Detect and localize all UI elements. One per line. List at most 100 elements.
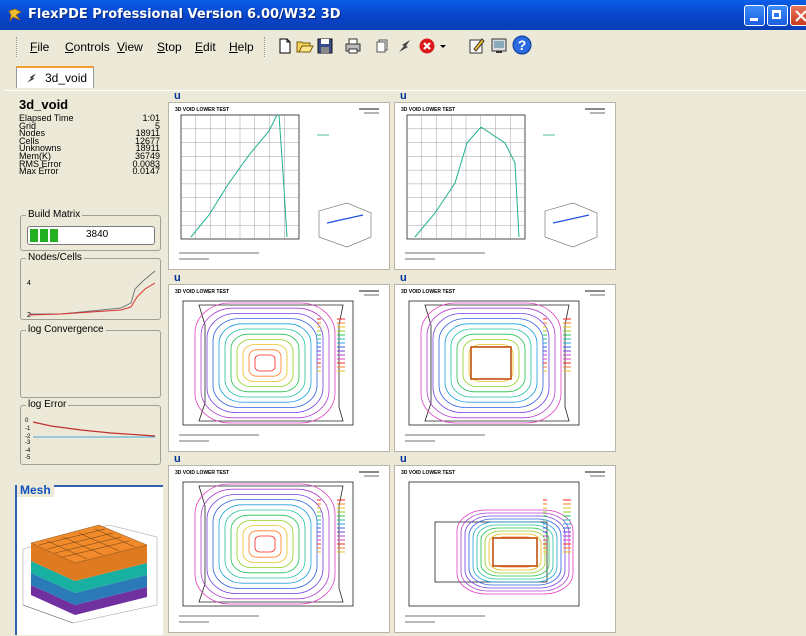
build-matrix-value: 3840 [86,229,109,240]
plot-title: 3D VOID LOWER TEST [401,107,456,113]
plot-graphic [405,290,605,442]
plot-title: 3D VOID LOWER TEST [175,470,230,476]
status-row: Mem(K) 36749 [19,150,160,161]
convergence-panel: log Convergence [20,324,161,398]
plot-panel[interactable]: 3D VOID LOWER TEST [394,284,616,452]
print-icon[interactable] [344,37,362,55]
svg-text:4: 4 [27,280,31,287]
plot-panel[interactable]: 3D VOID LOWER TEST [394,102,616,270]
menu-controls[interactable]: Controls [65,40,110,54]
error-graph: 0 -1 -2 -3 -4 -5 [25,418,156,461]
svg-text:-1: -1 [25,426,31,432]
svg-text:-5: -5 [25,455,31,461]
mesh-panel: Mesh [15,483,163,635]
nodes-cells-graph: 4 2 [27,270,156,319]
menu-grip[interactable] [16,37,20,57]
error-label: log Error [26,399,69,410]
plot-variable-label: u [174,272,181,284]
plot-graphic [405,108,605,260]
build-matrix-progress: 3840 [27,226,155,245]
status-value: 1:01 [142,113,160,123]
svg-text:2: 2 [27,312,31,319]
status-row: Nodes 18911 [19,128,160,139]
save-icon[interactable] [316,37,334,55]
run-icon[interactable] [396,37,414,55]
menu-help[interactable]: Help [229,40,254,54]
menu-file[interactable]: File [30,40,50,54]
status-label: Nodes [19,128,46,139]
status-row: Grid 5 [19,120,160,131]
maximize-button[interactable] [767,5,788,26]
run-icon [27,73,36,83]
status-value: 12677 [134,135,160,146]
plot-title: 3D VOID LOWER TEST [175,289,230,295]
mesh-3d-view [22,524,158,624]
windows-icon[interactable] [374,37,392,55]
new-file-icon[interactable] [276,37,294,55]
svg-text:0: 0 [25,418,29,424]
plot-panel[interactable]: 3D VOID LOWER TEST [394,465,616,633]
status-value: 18911 [135,143,160,154]
chevron-down-icon[interactable] [438,37,448,55]
menu-view[interactable]: View [117,40,143,54]
plot-variable-label: u [400,453,407,465]
status-value: 0.0147 [132,166,160,177]
plot-graphic [179,290,379,442]
build-matrix-label: Build Matrix [26,209,83,220]
status-value: 5 [154,120,160,131]
status-value: 0.0083 [132,158,160,169]
menu-stop[interactable]: Stop [157,40,182,54]
menu-bar: File Controls View Stop Edit Help ? [0,30,806,65]
edit-icon[interactable] [468,37,486,55]
tab-3d-void[interactable]: 3d_void [16,66,94,88]
status-label: RMS Error [19,158,62,169]
error-panel: log Error 0 -1 -2 -3 -4 -5 [20,399,161,465]
app-icon [8,8,22,22]
svg-text:?: ? [518,37,527,53]
mesh-label: Mesh [17,483,54,497]
convergence-label: log Convergence [26,324,106,335]
status-label: Max Error [19,166,59,177]
minimize-button[interactable] [744,5,765,26]
status-value: 36749 [134,150,160,161]
plot-variable-label: u [400,90,407,102]
window-title: FlexPDE Professional Version 6.00/W32 3D [28,7,341,22]
plot-title: 3D VOID LOWER TEST [175,107,230,113]
status-row: Cells 12677 [19,135,160,146]
plot-variable-label: u [174,453,181,465]
plot-panel[interactable]: 3D VOID LOWER TEST [168,284,390,452]
plot-graphic [405,471,605,623]
svg-text:-3: -3 [25,440,31,446]
status-label: Grid [19,120,37,131]
menu-edit[interactable]: Edit [195,40,216,54]
open-folder-icon[interactable] [296,37,314,55]
status-label: Mem(K) [19,150,51,161]
close-button[interactable] [790,5,806,26]
plot-graphic [179,471,379,623]
status-row: RMS Error 0.0083 [19,158,160,169]
svg-text:-4: -4 [25,448,31,454]
plot-panel[interactable]: 3D VOID LOWER TEST [168,102,390,270]
status-row: Max Error 0.0147 [19,166,160,177]
status-table: Elapsed Time 1:01 Grid 5 Nodes 18911 Cells 1267… [19,113,160,177]
tab-strip: 3d_void [0,64,806,90]
stop-icon[interactable] [418,37,436,55]
plot-title: 3D VOID LOWER TEST [401,470,456,476]
nodes-cells-label: Nodes/Cells [26,252,84,263]
svg-text:-2: -2 [25,434,31,440]
toolbar-grip[interactable] [264,37,268,57]
status-label: Cells [19,135,40,146]
status-row: Unknowns 18911 [19,143,160,154]
plot-title: 3D VOID LOWER TEST [401,289,456,295]
close-icon [795,10,806,22]
status-value: 18911 [135,128,160,139]
tab-label: 3d_void [45,71,88,85]
status-label: Elapsed Time [19,113,74,123]
problem-name: 3d_void [19,97,69,112]
help-icon[interactable]: ? [512,35,532,55]
monitor-icon[interactable] [490,37,508,55]
status-label: Unknowns [19,143,62,154]
plot-variable-label: u [174,90,181,102]
plot-graphic [179,108,379,260]
plot-panel[interactable]: 3D VOID LOWER TEST [168,465,390,633]
